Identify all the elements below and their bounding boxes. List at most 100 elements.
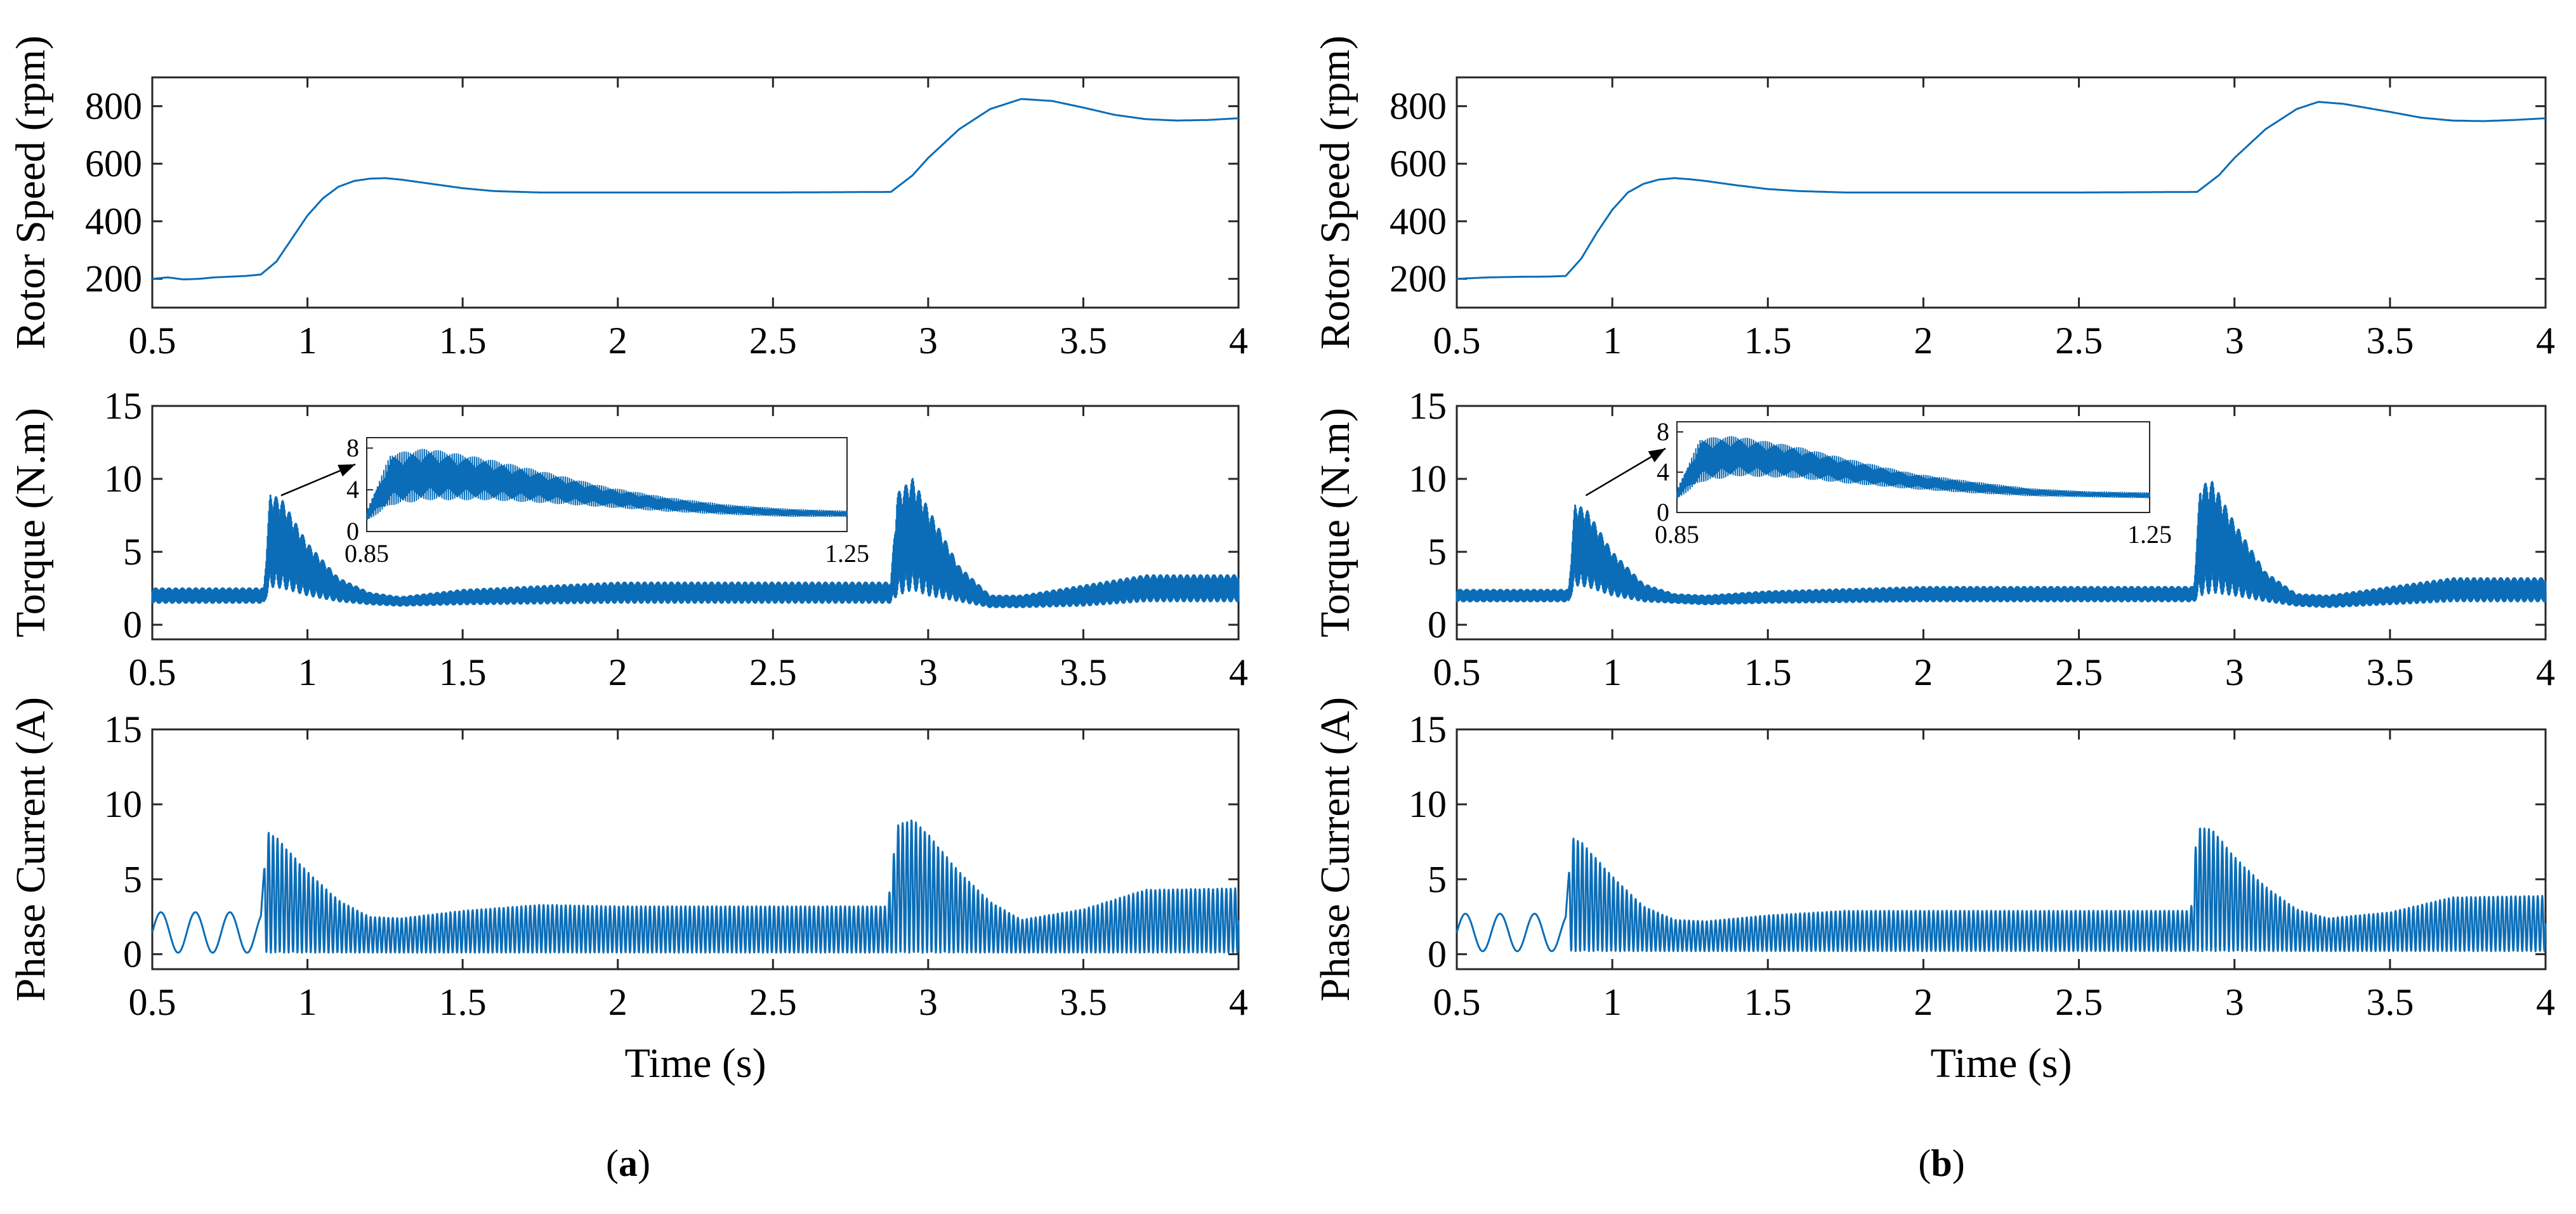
chart-1-xtick-label-5: 3	[919, 651, 938, 693]
chart-4-inset-ytick-label-2: 8	[1657, 417, 1669, 446]
chart-4-xtick-label-5: 3	[2225, 651, 2244, 693]
chart-2-xtick-label-3: 2	[608, 981, 628, 1023]
chart-5-ytick-label-0: 0	[1428, 933, 1447, 975]
chart-1-series-line	[151, 478, 1240, 608]
chart-4-xtick-label-6: 3.5	[2366, 651, 2414, 693]
chart-3-ytick-label-2: 600	[1390, 143, 1447, 185]
chart-4-ytick-label-0: 0	[1428, 604, 1447, 646]
chart-0-axes-box	[151, 76, 1240, 309]
chart-5-xtick-label-0: 0.5	[1433, 981, 1481, 1023]
chart-0-ytick-label-2: 600	[85, 143, 142, 185]
chart-1-inset-ytick-label-2: 8	[346, 433, 359, 462]
chart-5-xtick-label-2: 1.5	[1744, 981, 1792, 1023]
chart-3-xtick-label-3: 2	[1914, 320, 1933, 362]
chart-0-xtick-label-2: 1.5	[439, 320, 487, 362]
chart-5-xtick-label-6: 3.5	[2366, 981, 2414, 1023]
chart-1-inset-line	[366, 448, 848, 520]
chart-4-axes-box	[1456, 405, 2547, 641]
chart-4-ytick-label-2: 10	[1409, 458, 1447, 500]
chart-4-ylabel: Torque (N.m)	[1312, 408, 1358, 637]
chart-1-inset-xtick-label-1: 1.25	[825, 539, 869, 568]
chart-4-series-line	[1456, 481, 2547, 608]
chart-2-ytick-label-1: 5	[123, 858, 142, 900]
chart-0-xtick-label-6: 3.5	[1060, 320, 1107, 362]
chart-0-ytick-label-1: 400	[85, 200, 142, 242]
chart-5-xtick-label-3: 2	[1914, 981, 1933, 1023]
chart-1-axes-box	[151, 405, 1240, 641]
chart-2-xtick-label-2: 1.5	[439, 981, 487, 1023]
chart-3-group: 0.5 1 1.5 2 2.5 3 3.5 4 200 400 600 800 Rotor Speed …	[1312, 36, 2555, 362]
chart-4-xtick-label-3: 2	[1914, 651, 1933, 693]
chart-1-group: 0.5 1 1.5 2 2.5 3 3.5 4 0 5 10 15 Torque (N.m) 0 4 8 0.8…	[8, 385, 1248, 693]
chart-4-inset-line	[1676, 436, 2150, 499]
chart-0-series-line	[152, 98, 1239, 280]
chart-1-xtick-label-3: 2	[608, 651, 628, 693]
chart-1-ytick-label-0: 0	[123, 604, 142, 646]
chart-4-ytick-label-3: 15	[1409, 385, 1447, 427]
chart-3-xtick-label-2: 1.5	[1744, 320, 1792, 362]
chart-1-xtick-label-4: 2.5	[749, 651, 797, 693]
chart-1-ylabel: Torque (N.m)	[8, 408, 54, 637]
chart-4-arrow-head	[1648, 448, 1666, 462]
chart-2-xtick-label-1: 1	[298, 981, 317, 1023]
caption-a: (a)	[606, 1142, 650, 1184]
chart-3-xtick-label-6: 3.5	[2366, 320, 2414, 362]
chart-0-xtick-label-4: 2.5	[749, 320, 797, 362]
chart-1-xtick-label-6: 3.5	[1060, 651, 1107, 693]
chart-3-ytick-label-3: 800	[1390, 85, 1447, 127]
chart-2-xtick-label-6: 3.5	[1060, 981, 1107, 1023]
chart-1-xtick-label-7: 4	[1229, 651, 1248, 693]
chart-4-xtick-label-0: 0.5	[1433, 651, 1481, 693]
chart-1-inset-xtick-label-0: 0.85	[345, 539, 389, 568]
chart-1-xtick-label-2: 1.5	[439, 651, 487, 693]
caption-b: (b)	[1918, 1142, 1965, 1184]
chart-2-xtick-label-5: 3	[919, 981, 938, 1023]
chart-4-inset-xtick-label-1: 1.25	[2127, 520, 2172, 549]
chart-0-ylabel: Rotor Speed (rpm)	[8, 36, 54, 349]
chart-3-xtick-label-4: 2.5	[2055, 320, 2103, 362]
chart-1-ytick-label-2: 10	[104, 458, 142, 500]
chart-2-xtick-label-4: 2.5	[749, 981, 797, 1023]
chart-4-inset-xtick-label-0: 0.85	[1655, 520, 1699, 549]
chart-1-ytick-label-1: 5	[123, 531, 142, 573]
chart-1-arrow-head	[338, 464, 355, 477]
chart-5-xtick-label-4: 2.5	[2055, 981, 2103, 1023]
chart-0-group: 0.5 1 1.5 2 2.5 3 3.5 4 200 400 600 800 Rotor Speed …	[8, 36, 1248, 362]
chart-1-ytick-label-3: 15	[104, 385, 142, 427]
chart-2-xtick-label-0: 0.5	[129, 981, 176, 1023]
chart-5-axes-box	[1456, 728, 2547, 970]
chart-4-xtick-label-4: 2.5	[2055, 651, 2103, 693]
chart-0-xtick-label-5: 3	[919, 320, 938, 362]
chart-5-xtick-label-5: 3	[2225, 981, 2244, 1023]
chart-3-xtick-label-0: 0.5	[1433, 320, 1481, 362]
chart-2-xtick-label-7: 4	[1229, 981, 1248, 1023]
chart-5-xtick-label-7: 4	[2536, 981, 2555, 1023]
chart-3-ytick-label-1: 400	[1390, 200, 1447, 242]
chart-3-series-line	[1456, 101, 2546, 280]
chart-4-xtick-label-7: 4	[2536, 651, 2555, 693]
chart-1-inset-ytick-label-0: 0	[346, 517, 359, 545]
chart-2-ylabel: Phase Current (A)	[8, 697, 54, 1002]
chart-1-xtick-label-0: 0.5	[129, 651, 176, 693]
chart-4-group: 0.5 1 1.5 2 2.5 3 3.5 4 0 5 10 15 Torque (N.m) 0 4 8 0.8…	[1312, 385, 2555, 693]
chart-0-xtick-label-7: 4	[1229, 320, 1248, 362]
chart-4-inset-group: 0 4 8 0.85 1.25	[1655, 417, 2172, 549]
chart-1-inset-ytick-label-1: 4	[346, 475, 359, 504]
chart-4-inset-ytick-label-0: 0	[1657, 498, 1669, 526]
chart-2-xlabel: Time (s)	[624, 1040, 766, 1087]
chart-2-group: 0.5 1 1.5 2 2.5 3 3.5 4 0 5 10 15 Phase Current (A) T…	[8, 697, 1248, 1087]
chart-0-ytick-label-3: 800	[85, 85, 142, 127]
chart-5-xlabel: Time (s)	[1930, 1040, 2072, 1087]
chart-2-ytick-label-3: 15	[104, 708, 142, 750]
chart-4-xtick-label-1: 1	[1603, 651, 1622, 693]
chart-1-inset-group: 0 4 8 0.85 1.25	[345, 433, 869, 568]
chart-5-ytick-label-3: 15	[1409, 708, 1447, 750]
chart-5-ylabel: Phase Current (A)	[1312, 697, 1358, 1002]
chart-5-series-line	[1456, 827, 2547, 953]
chart-0-xtick-label-3: 2	[608, 320, 628, 362]
chart-3-ylabel: Rotor Speed (rpm)	[1312, 36, 1358, 349]
chart-5-xtick-label-1: 1	[1603, 981, 1622, 1023]
chart-4-xtick-label-2: 1.5	[1744, 651, 1792, 693]
chart-0-xtick-label-0: 0.5	[129, 320, 176, 362]
